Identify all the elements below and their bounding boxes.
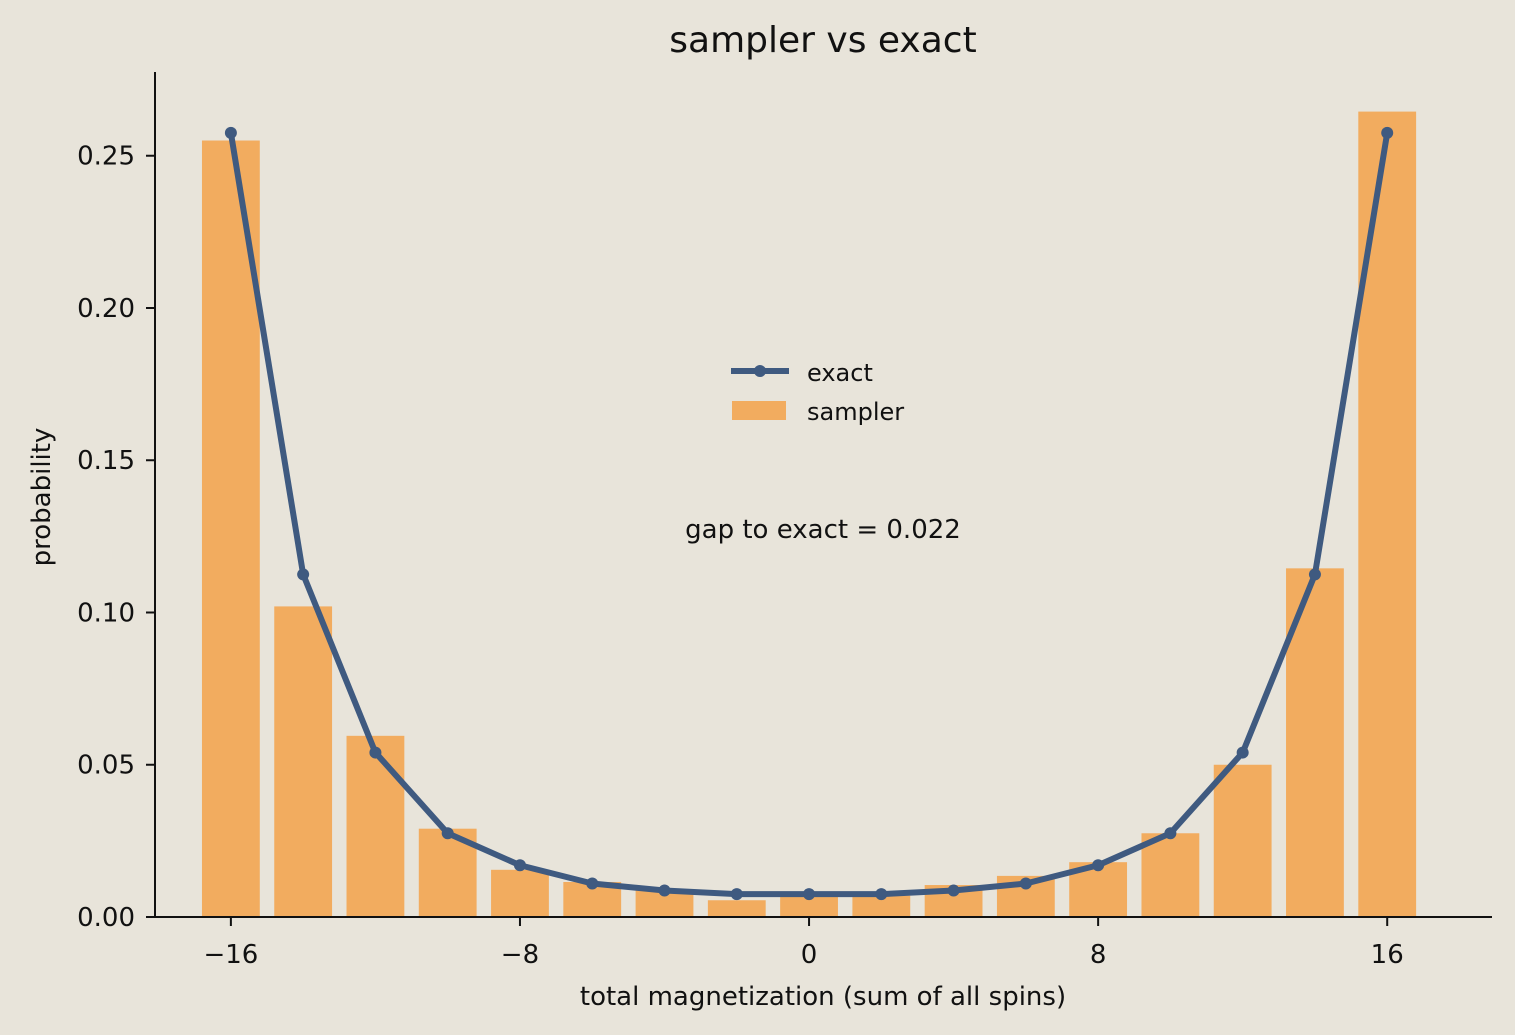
bar xyxy=(346,735,405,917)
bar xyxy=(1213,764,1272,917)
x-tick-label: 8 xyxy=(1090,940,1107,970)
bar xyxy=(201,140,260,917)
point xyxy=(1164,827,1177,840)
point xyxy=(730,888,743,901)
legend: exact sampler xyxy=(731,359,904,426)
point xyxy=(513,859,526,872)
ticks: −16 −8 0 8 16 0.00 0.05 0.10 0.15 0.20 0.25 xyxy=(77,142,1404,970)
x-tick-label: 0 xyxy=(801,940,818,970)
point xyxy=(586,877,599,890)
bar xyxy=(1358,111,1417,918)
point xyxy=(1092,859,1105,872)
annotation-gap: gap to exact = 0.022 xyxy=(685,515,961,545)
point xyxy=(1308,568,1321,581)
chart-title: sampler vs exact xyxy=(669,20,976,61)
legend-marker-exact xyxy=(754,365,766,377)
x-tick-label: 16 xyxy=(1371,940,1404,970)
point xyxy=(1236,746,1249,759)
point xyxy=(1381,126,1394,139)
bar xyxy=(707,900,766,917)
point xyxy=(803,888,816,901)
legend-label-sampler: sampler xyxy=(807,398,904,426)
y-tick-label: 0.05 xyxy=(77,751,135,781)
legend-swatch-sampler xyxy=(732,401,786,420)
y-axis-label: probability xyxy=(27,428,57,567)
x-axis-label: total magnetization (sum of all spins) xyxy=(580,982,1066,1012)
bar xyxy=(1141,833,1200,917)
y-tick-label: 0.15 xyxy=(77,446,135,476)
x-tick-label: −16 xyxy=(203,940,258,970)
bar-series-sampler xyxy=(201,111,1417,918)
point xyxy=(224,126,237,139)
bar xyxy=(852,895,911,917)
line-series-exact xyxy=(224,126,1394,901)
point xyxy=(297,568,310,581)
y-tick-label: 0.10 xyxy=(77,598,135,628)
bar xyxy=(780,894,838,917)
bar xyxy=(491,869,549,917)
y-tick-label: 0.25 xyxy=(77,142,135,172)
bar xyxy=(274,606,333,917)
y-tick-label: 0.00 xyxy=(77,903,135,933)
point xyxy=(441,827,454,840)
y-tick-label: 0.20 xyxy=(77,294,135,324)
legend-label-exact: exact xyxy=(807,359,873,387)
axes xyxy=(154,72,1492,918)
point xyxy=(658,884,671,897)
point xyxy=(947,884,960,897)
point xyxy=(1019,877,1032,890)
x-tick-label: −8 xyxy=(501,940,539,970)
point xyxy=(875,888,888,901)
point xyxy=(369,746,382,759)
